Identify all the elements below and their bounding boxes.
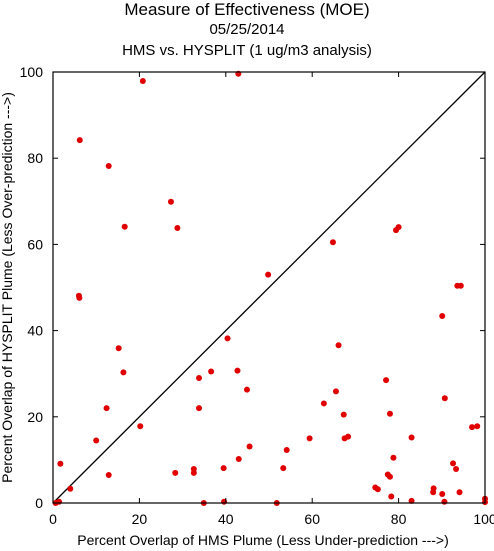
x-tick-label: 0 [49,511,57,527]
x-tick-label: 60 [304,511,320,527]
data-point [332,388,339,395]
data-point [172,469,179,476]
data-point [450,460,457,467]
y-tick-label: 80 [27,150,43,166]
chart-subtitle: HMS vs. HYSPLIT (1 ug/m3 analysis) [122,42,372,59]
x-axis-label: Percent Overlap of HMS Plume (Less Under… [77,532,449,548]
y-tick-label: 60 [27,236,43,252]
y-tick-label: 0 [35,495,43,511]
data-point [220,465,227,472]
y-tick-label: 100 [20,64,44,80]
data-point [395,224,402,231]
data-point [280,465,287,472]
data-point [76,137,83,144]
data-point [408,497,415,504]
x-tick-label: 40 [218,511,234,527]
data-point [103,405,110,412]
data-point [469,424,476,431]
data-point [167,198,174,205]
data-point [441,395,448,402]
data-point [67,485,74,492]
reference-diagonal-line [52,71,486,504]
data-point [320,400,327,407]
data-point [57,460,64,467]
data-point [208,368,215,375]
data-point [335,342,342,349]
x-tick-label: 80 [391,511,407,527]
data-point [105,471,112,478]
axis-ticks: 0 20 40 60 80 100 0 20 40 60 80 100 [20,64,494,527]
data-point [246,443,253,450]
data-point [196,405,203,412]
data-point [374,486,381,493]
data-point [386,473,393,480]
data-point [234,367,241,374]
data-point [340,411,347,418]
data-point [390,454,397,461]
x-tick-label: 100 [473,511,494,527]
chart-marks [52,70,488,506]
y-tick-label: 40 [27,323,43,339]
data-point [105,162,112,169]
data-point [439,312,446,319]
data-point [121,223,128,230]
data-point [283,446,290,453]
data-point [453,465,460,472]
data-point [120,369,127,376]
data-point [243,386,250,393]
data-point [383,377,390,384]
chart-date: 05/25/2014 [209,21,285,38]
data-point [474,423,481,430]
data-point [457,282,464,289]
data-point [235,456,242,463]
y-axis-label: Percent Overlap of HYSPLIT Plume (Less O… [0,92,15,483]
data-point [345,433,352,440]
data-point [439,490,446,497]
data-point [139,78,146,85]
data-point [430,489,437,496]
data-point [408,434,415,441]
data-point [441,498,448,505]
data-point [190,469,197,476]
data-point [388,493,395,500]
data-point [196,375,203,382]
data-point [456,489,463,496]
data-point [224,335,231,342]
data-point [56,498,63,505]
data-point [265,271,272,278]
x-tick-label: 20 [132,511,148,527]
data-point [386,410,393,417]
data-point [329,239,336,246]
data-point [76,294,83,301]
data-point [306,435,313,442]
data-point [93,437,100,444]
data-point [115,345,122,352]
data-point [137,423,144,430]
data-point [174,225,181,232]
chart-title: Measure of Effectiveness (MOE) [124,0,370,19]
plot-frame [52,71,486,504]
y-tick-label: 20 [27,409,43,425]
